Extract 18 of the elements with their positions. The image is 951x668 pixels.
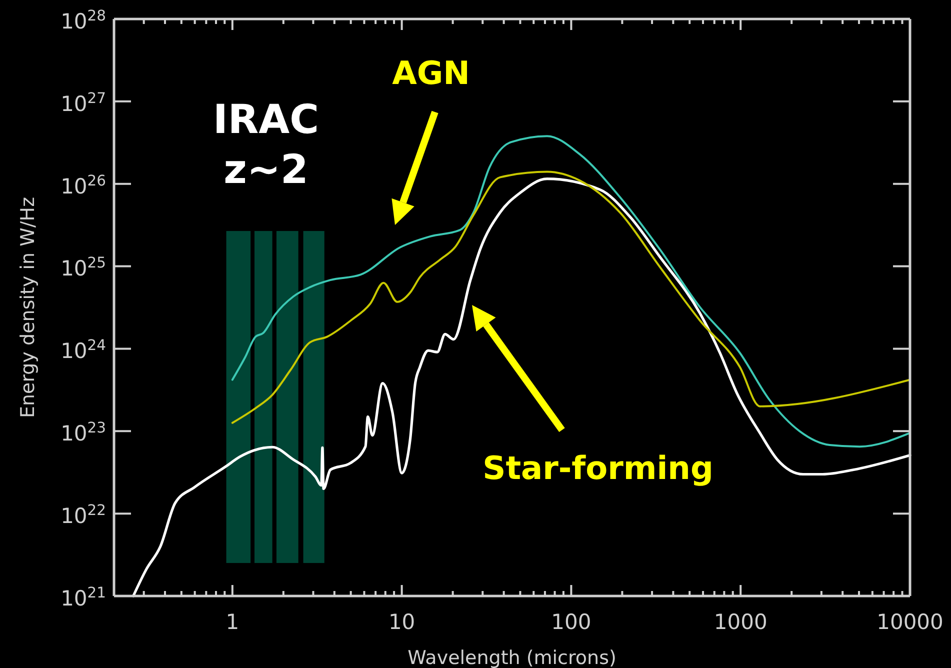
- y-tick-label: 10$^{21}$: [60, 584, 106, 610]
- annotation: AGN: [392, 54, 470, 92]
- y-tick-label: 10$^{23}$: [60, 419, 106, 446]
- annotation: IRAC z~2: [213, 97, 319, 193]
- y-tick-label: 10$^{24}$: [60, 336, 106, 364]
- y-tick-label: 10$^{22}$: [60, 502, 106, 528]
- x-axis-title: Wavelength (microns): [408, 647, 616, 668]
- x-tick-label: 1: [226, 610, 240, 634]
- x-tick-label: 1000: [714, 610, 768, 634]
- y-tick-label: 10$^{25}$: [60, 254, 106, 281]
- x-tick-label: 100: [551, 610, 592, 634]
- y-tick-label: 10$^{28}$: [60, 6, 106, 34]
- y-tick-label: 10$^{27}$: [60, 89, 106, 116]
- y-tick-label: 10$^{26}$: [60, 172, 106, 198]
- x-tick-label: 10000: [876, 610, 944, 634]
- y-axis-title: Energy density in W/Hz: [17, 196, 39, 418]
- x-tick-label: 10: [388, 610, 416, 634]
- annotation: Star-forming: [482, 449, 714, 487]
